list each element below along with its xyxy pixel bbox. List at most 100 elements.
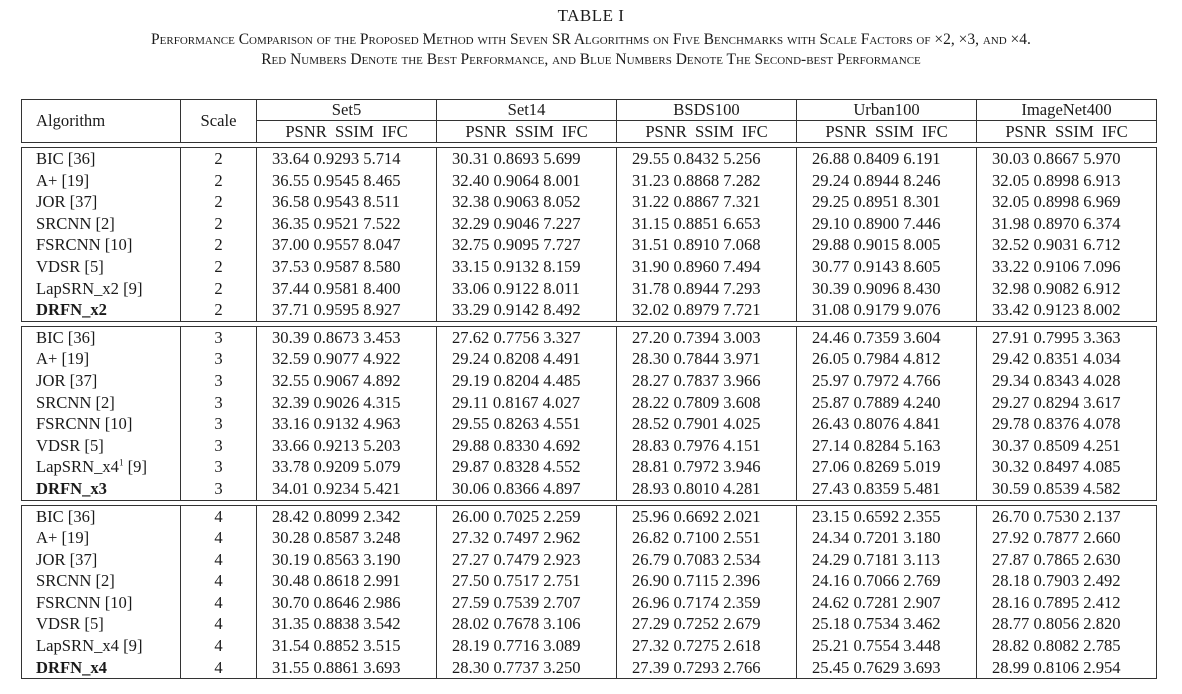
algorithm-name: SRCNN [2] — [36, 213, 115, 233]
scale-header: Scale — [180, 99, 257, 143]
scale-group-x2: BIC [36] 2 33.64 0.9293 5.714 30.31 0.8693 … — [21, 147, 1157, 322]
algorithm-cell: JOR [37] — [22, 370, 181, 392]
scale-cell: 4 — [180, 548, 257, 571]
metric-values-cell: 28.99 0.8106 2.954 — [976, 656, 1157, 679]
algorithm-name: BIC [36] — [36, 149, 96, 168]
algorithm-cell: BIC [36] — [22, 326, 181, 348]
metric-values-cell: 31.08 0.9179 9.076 — [796, 299, 977, 322]
table-row: JOR [37] 3 32.55 0.9067 4.892 29.19 0.8204 … — [22, 369, 1157, 392]
table-caption-line-2: Red Numbers Denote the Best Performance,… — [261, 51, 921, 68]
table-row: A+ [19] 3 32.59 0.9077 4.922 29.24 0.8208 4… — [22, 348, 1157, 370]
algorithm-cell: LapSRN_x41 [9] — [22, 456, 181, 478]
metric-values-cell: 36.35 0.9521 7.522 — [256, 212, 437, 235]
metric-values-cell: 28.82 0.8082 2.785 — [976, 635, 1157, 657]
table-label: TABLE I — [557, 6, 625, 25]
metric-values-cell: 29.55 0.8432 5.256 — [616, 147, 797, 170]
algorithm-cell: JOR [37] — [22, 549, 181, 571]
metric-values-cell: 27.32 0.7497 2.962 — [436, 527, 617, 549]
metric-values-cell: 30.06 0.8366 4.897 — [436, 477, 617, 500]
metric-values-cell: 32.05 0.8998 6.913 — [976, 169, 1157, 192]
metric-values-cell: 28.52 0.7901 4.025 — [616, 413, 797, 435]
metric-values-cell: 28.30 0.7737 3.250 — [436, 656, 617, 679]
metric-values-cell: 31.15 0.8851 6.653 — [616, 212, 797, 235]
algorithm-name: DRFN_x3 — [36, 478, 107, 498]
metric-values-cell: 29.24 0.8944 8.246 — [796, 169, 977, 192]
dataset-header-set5: Set5 — [256, 99, 437, 121]
metric-values-cell: 25.21 0.7554 3.448 — [796, 635, 977, 657]
metric-values-cell: 29.88 0.9015 8.005 — [796, 234, 977, 256]
scale-cell: 2 — [180, 299, 257, 322]
table-row: SRCNN [2] 4 30.48 0.8618 2.991 27.50 0.7517… — [22, 570, 1157, 592]
metric-values-cell: 32.38 0.9063 8.052 — [436, 191, 617, 213]
table-row: LapSRN_x41 [9] 3 33.78 0.9209 5.079 29.87 0… — [22, 456, 1157, 478]
metric-values-cell: 30.59 0.8539 4.582 — [976, 477, 1157, 500]
table-row: BIC [36] 2 33.64 0.9293 5.714 30.31 0.8693 … — [22, 147, 1157, 170]
table-row: JOR [37] 4 30.19 0.8563 3.190 27.27 0.7479 … — [22, 548, 1157, 571]
algorithm-name: JOR [37] — [36, 192, 98, 212]
dataset-header-urban100: Urban100 — [796, 99, 977, 121]
metric-values-cell: 24.29 0.7181 3.113 — [796, 548, 977, 571]
table-row: LapSRN_x4 [9] 4 31.54 0.8852 3.515 28.19 0.… — [22, 635, 1157, 657]
algorithm-header: Algorithm — [36, 111, 106, 130]
scale-cell: 3 — [180, 434, 257, 457]
algorithm-name: BIC [36] — [36, 327, 96, 347]
metric-header: PSNR SSIM IFC — [256, 120, 437, 143]
scale-group-x4: BIC [36] 4 28.42 0.8099 2.342 26.00 0.7025 … — [21, 505, 1157, 679]
metric-values-cell: 33.22 0.9106 7.096 — [976, 255, 1157, 278]
table-row: JOR [37] 2 36.58 0.9543 8.511 32.38 0.9063 … — [22, 191, 1157, 213]
metric-values-cell: 32.98 0.9082 6.912 — [976, 277, 1157, 300]
dataset-header-imagenet400: ImageNet400 — [976, 99, 1157, 121]
metric-header: PSNR SSIM IFC — [616, 120, 797, 143]
algorithm-name: LapSRN_x4 [9] — [36, 636, 143, 656]
metric-values-cell: 27.20 0.7394 3.003 — [616, 326, 797, 349]
metric-values-cell: 26.79 0.7083 2.534 — [616, 548, 797, 571]
algorithm-cell: FSRCNN [10] — [22, 413, 181, 435]
table-row: SRCNN [2] 3 32.39 0.9026 4.315 29.11 0.8167… — [22, 391, 1157, 414]
scale-cell: 2 — [180, 147, 257, 170]
metric-values-cell: 31.22 0.8867 7.321 — [616, 191, 797, 213]
metric-values-cell: 36.58 0.9543 8.511 — [256, 191, 437, 213]
metric-values-cell: 29.88 0.8330 4.692 — [436, 434, 617, 457]
metric-values-cell: 36.55 0.9545 8.465 — [256, 169, 437, 192]
scale-cell: 2 — [180, 255, 257, 278]
metric-values-cell: 31.54 0.8852 3.515 — [256, 635, 437, 657]
scale-cell: 2 — [180, 277, 257, 300]
metric-values-cell: 26.00 0.7025 2.259 — [436, 505, 617, 528]
metric-values-cell: 29.19 0.8204 4.485 — [436, 369, 617, 392]
algorithm-cell: FSRCNN [10] — [22, 592, 181, 614]
metric-values-cell: 28.18 0.7903 2.492 — [976, 570, 1157, 592]
dataset-header-set14: Set14 — [436, 99, 617, 121]
metric-values-cell: 32.75 0.9095 7.727 — [436, 234, 617, 256]
algorithm-cell: VDSR [5] — [22, 256, 181, 278]
metric-values-cell: 27.43 0.8359 5.481 — [796, 477, 977, 500]
metric-values-cell: 31.78 0.8944 7.293 — [616, 277, 797, 300]
metric-values-cell: 30.70 0.8646 2.986 — [256, 591, 437, 614]
scale-cell: 4 — [180, 591, 257, 614]
metric-values-cell: 37.53 0.9587 8.580 — [256, 255, 437, 278]
scale-cell: 4 — [180, 613, 257, 636]
table-row: DRFN_x2 2 37.71 0.9595 8.927 33.29 0.9142 8… — [22, 299, 1157, 322]
metric-values-cell: 33.42 0.9123 8.002 — [976, 299, 1157, 322]
algorithm-cell: VDSR [5] — [22, 435, 181, 457]
metric-values-cell: 33.66 0.9213 5.203 — [256, 434, 437, 457]
metric-values-cell: 29.87 0.8328 4.552 — [436, 456, 617, 478]
metric-header: PSNR SSIM IFC — [436, 120, 617, 143]
scale-cell: 3 — [180, 413, 257, 435]
scale-cell: 2 — [180, 212, 257, 235]
metric-values-cell: 26.82 0.7100 2.551 — [616, 527, 797, 549]
metric-values-cell: 29.78 0.8376 4.078 — [976, 413, 1157, 435]
table-row: VDSR [5] 2 37.53 0.9587 8.580 33.15 0.9132 … — [22, 255, 1157, 278]
metric-header: PSNR SSIM IFC — [976, 120, 1157, 143]
metric-values-cell: 29.27 0.8294 3.617 — [976, 391, 1157, 414]
metric-values-cell: 28.83 0.7976 4.151 — [616, 434, 797, 457]
metric-values-cell: 27.91 0.7995 3.363 — [976, 326, 1157, 349]
algorithm-cell: DRFN_x2 — [22, 299, 181, 321]
metric-values-cell: 29.34 0.8343 4.028 — [976, 369, 1157, 392]
metric-values-cell: 28.42 0.8099 2.342 — [256, 505, 437, 528]
metric-values-cell: 29.10 0.8900 7.446 — [796, 212, 977, 235]
metric-values-cell: 27.62 0.7756 3.327 — [436, 326, 617, 349]
metric-values-cell: 28.93 0.8010 4.281 — [616, 477, 797, 500]
table-row: FSRCNN [10] 3 33.16 0.9132 4.963 29.55 0.82… — [22, 413, 1157, 435]
metric-values-cell: 26.96 0.7174 2.359 — [616, 591, 797, 614]
table-row: LapSRN_x2 [9] 2 37.44 0.9581 8.400 33.06 0.… — [22, 277, 1157, 300]
